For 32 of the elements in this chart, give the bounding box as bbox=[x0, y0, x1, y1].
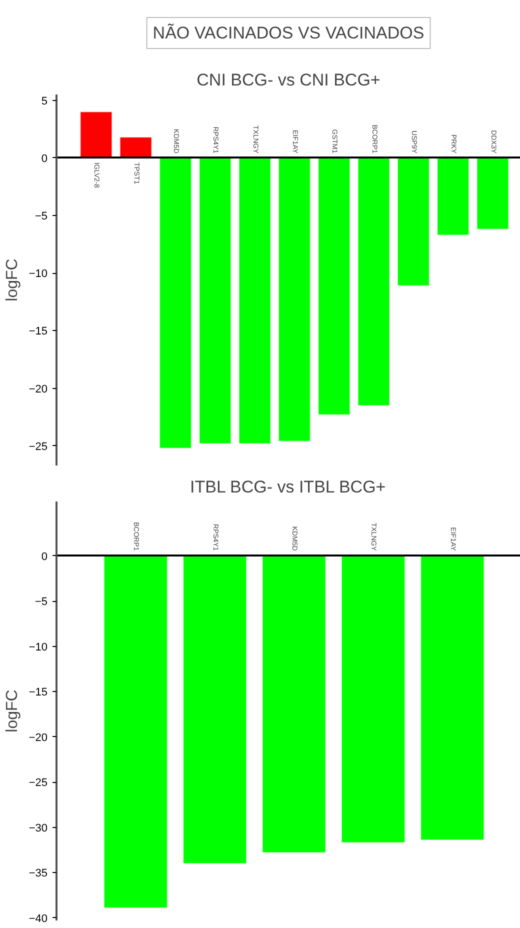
y-axis-title: logFC bbox=[4, 258, 21, 302]
bar bbox=[238, 157, 272, 444]
bar bbox=[80, 111, 113, 158]
y-tick-label: −10 bbox=[28, 641, 48, 654]
bar bbox=[397, 157, 430, 286]
y-tick-label: −10 bbox=[28, 268, 48, 280]
y-tick-label: −20 bbox=[28, 732, 48, 744]
y-tick-label: −5 bbox=[34, 596, 48, 608]
y-axis-title: logFC bbox=[4, 690, 21, 732]
y-tick-label: −40 bbox=[28, 912, 48, 925]
bar bbox=[278, 157, 311, 442]
y-tick-label: −20 bbox=[28, 383, 48, 396]
y-tick-label: 5 bbox=[41, 95, 48, 108]
y-tick-label: −15 bbox=[28, 686, 48, 699]
bar bbox=[198, 157, 232, 444]
chart-subtitle: CNI BCG- vs CNI BCG+ bbox=[196, 70, 380, 90]
bar bbox=[436, 157, 470, 236]
chart-title: NÃO VACINADOS VS VACINADOS bbox=[152, 24, 424, 42]
bar bbox=[357, 157, 390, 406]
bar bbox=[159, 157, 192, 449]
bar bbox=[476, 157, 510, 230]
y-tick-label: −5 bbox=[34, 210, 48, 222]
y-tick-label: −30 bbox=[28, 822, 48, 834]
y-tick-label: −15 bbox=[28, 326, 48, 338]
y-tick-label: −35 bbox=[28, 868, 48, 880]
y-tick-label: 0 bbox=[41, 550, 48, 563]
y-tick-label: 0 bbox=[41, 152, 48, 165]
y-tick-label: −25 bbox=[28, 777, 48, 790]
bar bbox=[318, 157, 350, 416]
y-tick-label: −25 bbox=[28, 440, 48, 453]
chart-title: ITBL BCG- vs ITBL BCG+ bbox=[190, 478, 386, 496]
bar bbox=[119, 136, 152, 158]
